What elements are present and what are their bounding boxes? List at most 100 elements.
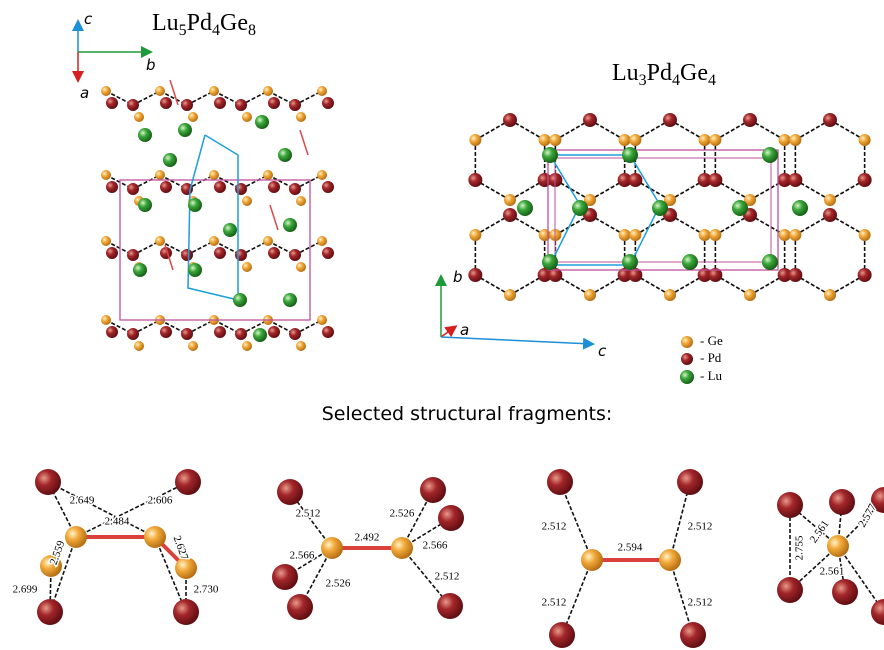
atom [242, 196, 252, 206]
bond [75, 481, 189, 538]
atom [163, 153, 177, 167]
atom [242, 341, 252, 351]
atom [322, 97, 334, 109]
atom [617, 173, 632, 187]
atom [789, 229, 802, 241]
atom [321, 537, 343, 559]
atom [296, 341, 306, 351]
atom [268, 181, 280, 193]
bond [669, 481, 691, 561]
unit-cell [554, 157, 772, 263]
bond-length: 2.559 [48, 539, 68, 567]
atom [138, 128, 152, 142]
atom [106, 181, 118, 193]
bond-length: 2.561 [808, 518, 832, 545]
atom [155, 170, 165, 180]
bond-length: 2.594 [618, 542, 643, 554]
axis-label: b [146, 56, 156, 74]
atom [469, 134, 482, 146]
bond-length: 2.561 [820, 566, 845, 578]
atom [628, 268, 643, 282]
atom [214, 181, 226, 193]
atom [322, 181, 334, 193]
axis-arrow [440, 336, 595, 350]
atom [858, 229, 871, 241]
atom [762, 254, 778, 270]
axis-label: a [460, 321, 469, 339]
atom [317, 170, 327, 180]
atom [581, 549, 603, 571]
atom [289, 328, 301, 340]
unit-cell [547, 149, 779, 271]
atom [680, 622, 706, 648]
bond [561, 559, 593, 636]
atom [209, 86, 219, 96]
atom [547, 469, 573, 495]
atom [188, 263, 202, 277]
legend-label: - Pd [700, 350, 722, 365]
bond [132, 174, 161, 190]
atom [857, 268, 872, 282]
bond-length: 2.512 [542, 521, 567, 533]
atom [469, 229, 482, 241]
atom [233, 293, 247, 307]
atom [263, 86, 273, 96]
atom [181, 249, 193, 261]
legend-swatch [681, 336, 693, 348]
atom [268, 97, 280, 109]
atom [35, 469, 61, 495]
atom [101, 170, 111, 180]
atom [317, 86, 327, 96]
atom [629, 229, 642, 241]
bond [240, 90, 269, 106]
atom [858, 134, 871, 146]
atom [698, 229, 711, 241]
atom [289, 183, 301, 195]
atom [732, 200, 748, 216]
bond-length: 2.649 [70, 495, 95, 507]
atom [209, 170, 219, 180]
atom [127, 249, 139, 261]
atom [792, 200, 808, 216]
bond [837, 545, 884, 613]
atom [778, 134, 791, 146]
atom [517, 200, 533, 216]
atom [296, 262, 306, 272]
atom [829, 489, 855, 515]
atom [322, 326, 334, 338]
formula: Lu5Pd4Ge8 [152, 10, 256, 39]
atom [663, 113, 677, 127]
bond-length: 2.755 [794, 535, 806, 560]
atom [777, 492, 803, 518]
atom [178, 123, 192, 137]
atom [788, 268, 803, 282]
bond [49, 536, 77, 613]
atom [622, 254, 638, 270]
bond-length: 2.512 [688, 521, 713, 533]
atom [832, 579, 858, 605]
atom [697, 173, 712, 187]
atom [503, 113, 517, 127]
atom [181, 328, 193, 340]
atom [468, 173, 483, 187]
atom [827, 535, 849, 557]
atom [743, 113, 757, 127]
atom [391, 537, 413, 559]
bond-length: 2.606 [148, 495, 173, 507]
bond [294, 90, 323, 106]
atom [289, 99, 301, 111]
bond-length: 2.699 [13, 584, 38, 596]
bond [294, 174, 323, 190]
atom [106, 97, 118, 109]
bond [294, 319, 323, 335]
bond-length: 2.526 [390, 508, 415, 520]
axis-arrow [440, 325, 458, 338]
bond [240, 174, 269, 190]
unit-cell [119, 179, 311, 321]
bond [240, 240, 269, 256]
atom [857, 173, 872, 187]
atom [278, 148, 292, 162]
atom [272, 564, 298, 590]
atom [127, 183, 139, 195]
